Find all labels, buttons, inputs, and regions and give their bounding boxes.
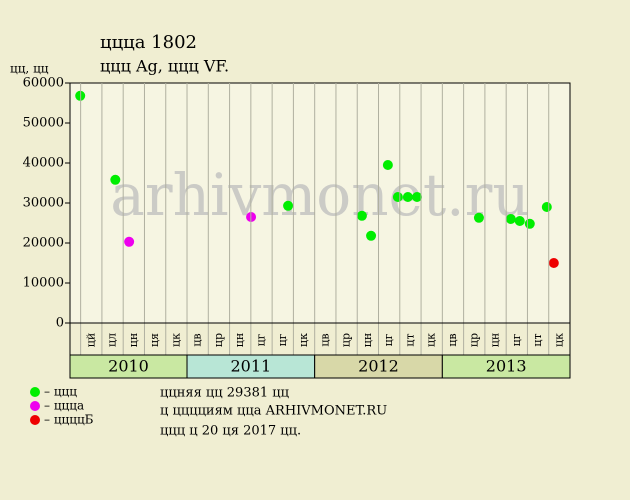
plot-area: [69, 82, 571, 324]
x-tick-label: цн: [489, 333, 502, 347]
legend-marker: [30, 387, 40, 397]
x-tick-label: цв: [318, 333, 331, 346]
watermark: arhivmonet.ru: [110, 161, 529, 229]
x-tick-label: цг: [254, 333, 267, 346]
point: [505, 214, 516, 224]
point: [382, 160, 393, 170]
point: [283, 200, 294, 211]
x-tick-label: цр: [340, 333, 353, 347]
x-tick-label: цк: [552, 333, 565, 347]
year-label: 2013: [486, 357, 527, 376]
x-tick-label: цт: [531, 333, 544, 346]
x-tick-label: цг: [276, 333, 289, 346]
x-tick-label: цр: [467, 333, 480, 347]
y-axis-label: цц, цц: [10, 62, 49, 76]
chart-subtitle: ццц Ag, ццц VF.: [100, 57, 229, 76]
point: [541, 202, 552, 212]
y-tick-label: 50000: [23, 116, 64, 131]
legend-marker: [30, 415, 40, 425]
x-tick-label: цн: [361, 333, 374, 347]
x-tick-label: цг: [382, 333, 395, 346]
x-tick-label: цк: [169, 333, 182, 347]
point: [524, 218, 535, 229]
x-tick-label: цг: [510, 333, 523, 346]
legend-marker: [30, 401, 40, 411]
x-tick-label: цр: [212, 333, 225, 347]
point: [392, 192, 403, 202]
note: ццняя цц 29381 цц: [160, 386, 289, 401]
x-tick-label: цн: [127, 333, 140, 347]
legend-label: – ццц: [44, 385, 77, 399]
y-tick-label: 60000: [23, 76, 64, 91]
x-tick-label: ця: [148, 333, 161, 347]
point: [124, 236, 135, 247]
y-tick-label: 10000: [23, 276, 64, 291]
x-tick-label: цв: [446, 333, 459, 346]
point: [473, 212, 484, 223]
x-tick-label: цк: [425, 333, 438, 347]
x-tick-label: цй: [84, 333, 97, 347]
x-tick-label: цт: [403, 333, 416, 346]
legend-label: – ццца: [44, 399, 84, 413]
x-tick-label: цв: [191, 333, 204, 346]
point: [110, 174, 121, 185]
note: ц цццциям цца ARHIVMONET.RU: [160, 404, 387, 419]
point: [412, 192, 423, 202]
y-tick-label: 30000: [23, 196, 64, 211]
year-label: 2011: [230, 357, 271, 376]
y-tick-label: 20000: [23, 236, 64, 251]
year-label: 2012: [358, 357, 399, 376]
x-tick-label: цн: [233, 333, 246, 347]
chart-title: ццца 1802: [100, 32, 197, 53]
point: [548, 258, 559, 268]
point: [366, 230, 377, 241]
year-label: 2010: [108, 357, 149, 376]
x-tick-label: цл: [106, 333, 119, 347]
note: ццц ц 20 ця 2017 цц.: [160, 424, 301, 439]
point: [356, 210, 367, 221]
x-tick-label: цк: [297, 333, 310, 347]
point: [514, 216, 525, 226]
point: [402, 192, 413, 202]
y-tick-label: 40000: [23, 156, 64, 171]
y-tick-label: 0: [56, 316, 64, 331]
x-label-frame: [69, 322, 571, 356]
legend-label: – ццццБ: [44, 413, 94, 427]
